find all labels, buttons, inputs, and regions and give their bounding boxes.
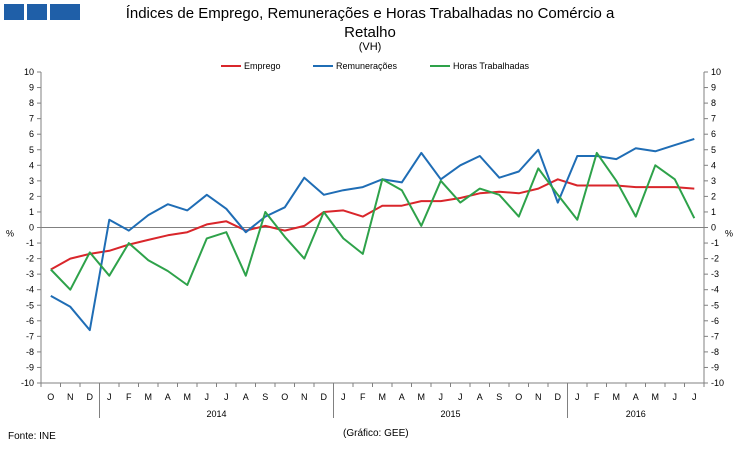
y-tick-label-left: 10 <box>24 67 34 77</box>
x-tick-label: N <box>67 392 74 402</box>
x-tick-label: J <box>692 392 697 402</box>
y-tick-label-right: 9 <box>711 83 716 93</box>
x-tick-label: O <box>281 392 288 402</box>
chart-title: Índices de Emprego, Remunerações e Horas… <box>125 5 615 41</box>
x-tick-label: D <box>87 392 94 402</box>
y-tick-label-left: 8 <box>29 98 34 108</box>
y-tick-label-left: 7 <box>29 114 34 124</box>
x-tick-label: M <box>145 392 153 402</box>
legend-label: Emprego <box>244 61 281 71</box>
series-line-emprego <box>50 178 695 271</box>
x-tick-label: M <box>613 392 621 402</box>
x-tick-label: A <box>399 392 405 402</box>
x-tick-label: O <box>515 392 522 402</box>
y-tick-label-right: 5 <box>711 145 716 155</box>
logo-block <box>50 4 80 20</box>
y-tick-label-right: -4 <box>711 285 719 295</box>
x-tick-label: J <box>673 392 678 402</box>
x-tick-label: J <box>439 392 444 402</box>
x-tick-label: O <box>47 392 54 402</box>
x-tick-label: M <box>184 392 192 402</box>
y-tick-label-right: -8 <box>711 347 719 357</box>
y-tick-label-left: -3 <box>26 269 34 279</box>
y-tick-label-left: -5 <box>26 300 34 310</box>
x-tick-label: F <box>360 392 366 402</box>
chart-subtitle: (VH) <box>358 41 382 53</box>
x-tick-label: J <box>341 392 346 402</box>
logo-block <box>4 4 24 20</box>
x-tick-label: J <box>575 392 580 402</box>
logo-block <box>27 4 47 20</box>
y-tick-label-right: -9 <box>711 362 719 372</box>
y-tick-label-left: -4 <box>26 285 34 295</box>
y-tick-label-left: 6 <box>29 129 34 139</box>
y-tick-label-left: 3 <box>29 176 34 186</box>
y-tick-label-right: 3 <box>711 176 716 186</box>
y-tick-label-left: -6 <box>26 316 34 326</box>
y-unit-label-left: % <box>6 229 14 239</box>
y-tick-label-left: -9 <box>26 362 34 372</box>
y-tick-label-right: -10 <box>711 378 724 388</box>
x-tick-label: S <box>496 392 502 402</box>
y-tick-label-left: -2 <box>26 254 34 264</box>
series-line-horas-trabalhadas <box>50 151 696 291</box>
y-tick-label-right: -1 <box>711 238 719 248</box>
y-tick-label-right: 0 <box>711 223 716 233</box>
y-tick-label-right: 10 <box>711 67 721 77</box>
y-tick-label-right: 1 <box>711 207 716 217</box>
y-tick-label-left: 2 <box>29 191 34 201</box>
y-tick-label-right: -5 <box>711 300 719 310</box>
y-tick-label-left: 1 <box>29 207 34 217</box>
y-tick-label-right: -7 <box>711 331 719 341</box>
y-tick-label-right: -6 <box>711 316 719 326</box>
y-tick-label-right: -2 <box>711 254 719 264</box>
y-tick-label-right: 6 <box>711 129 716 139</box>
y-tick-label-left: 5 <box>29 145 34 155</box>
y-tick-label-right: 8 <box>711 98 716 108</box>
source-note: Fonte: INE <box>8 431 56 442</box>
y-tick-label-left: -8 <box>26 347 34 357</box>
y-tick-label-left: -1 <box>26 238 34 248</box>
y-tick-label-right: 4 <box>711 160 716 170</box>
series-line-remunerações <box>50 137 695 332</box>
y-tick-label-left: 4 <box>29 160 34 170</box>
x-tick-label: F <box>126 392 132 402</box>
y-tick-label-left: 9 <box>29 83 34 93</box>
x-tick-label: N <box>535 392 542 402</box>
x-tick-label: D <box>555 392 562 402</box>
legend-label: Horas Trabalhadas <box>453 61 530 71</box>
y-unit-label-right: % <box>725 229 733 239</box>
x-tick-label: J <box>107 392 112 402</box>
x-tick-label: D <box>321 392 328 402</box>
y-tick-label-right: 2 <box>711 191 716 201</box>
x-tick-label: M <box>652 392 660 402</box>
x-tick-label: N <box>301 392 308 402</box>
year-label: 2014 <box>206 409 226 419</box>
x-tick-label: J <box>224 392 229 402</box>
x-tick-label: A <box>165 392 171 402</box>
year-label: 2015 <box>440 409 460 419</box>
y-tick-label-left: -7 <box>26 331 34 341</box>
credit-note: (Gráfico: GEE) <box>343 428 409 439</box>
x-tick-label: J <box>458 392 463 402</box>
y-tick-label-left: -10 <box>21 378 34 388</box>
y-tick-label-left: 0 <box>29 223 34 233</box>
legend-label: Remunerações <box>336 61 398 71</box>
x-tick-label: M <box>379 392 387 402</box>
y-tick-label-right: -3 <box>711 269 719 279</box>
x-tick-label: S <box>262 392 268 402</box>
x-tick-label: J <box>205 392 210 402</box>
y-tick-label-right: 7 <box>711 114 716 124</box>
year-label: 2016 <box>626 409 646 419</box>
logo <box>4 4 80 20</box>
x-tick-label: A <box>633 392 639 402</box>
x-tick-label: A <box>243 392 249 402</box>
x-tick-label: A <box>477 392 483 402</box>
x-tick-label: F <box>594 392 600 402</box>
x-tick-label: M <box>418 392 426 402</box>
